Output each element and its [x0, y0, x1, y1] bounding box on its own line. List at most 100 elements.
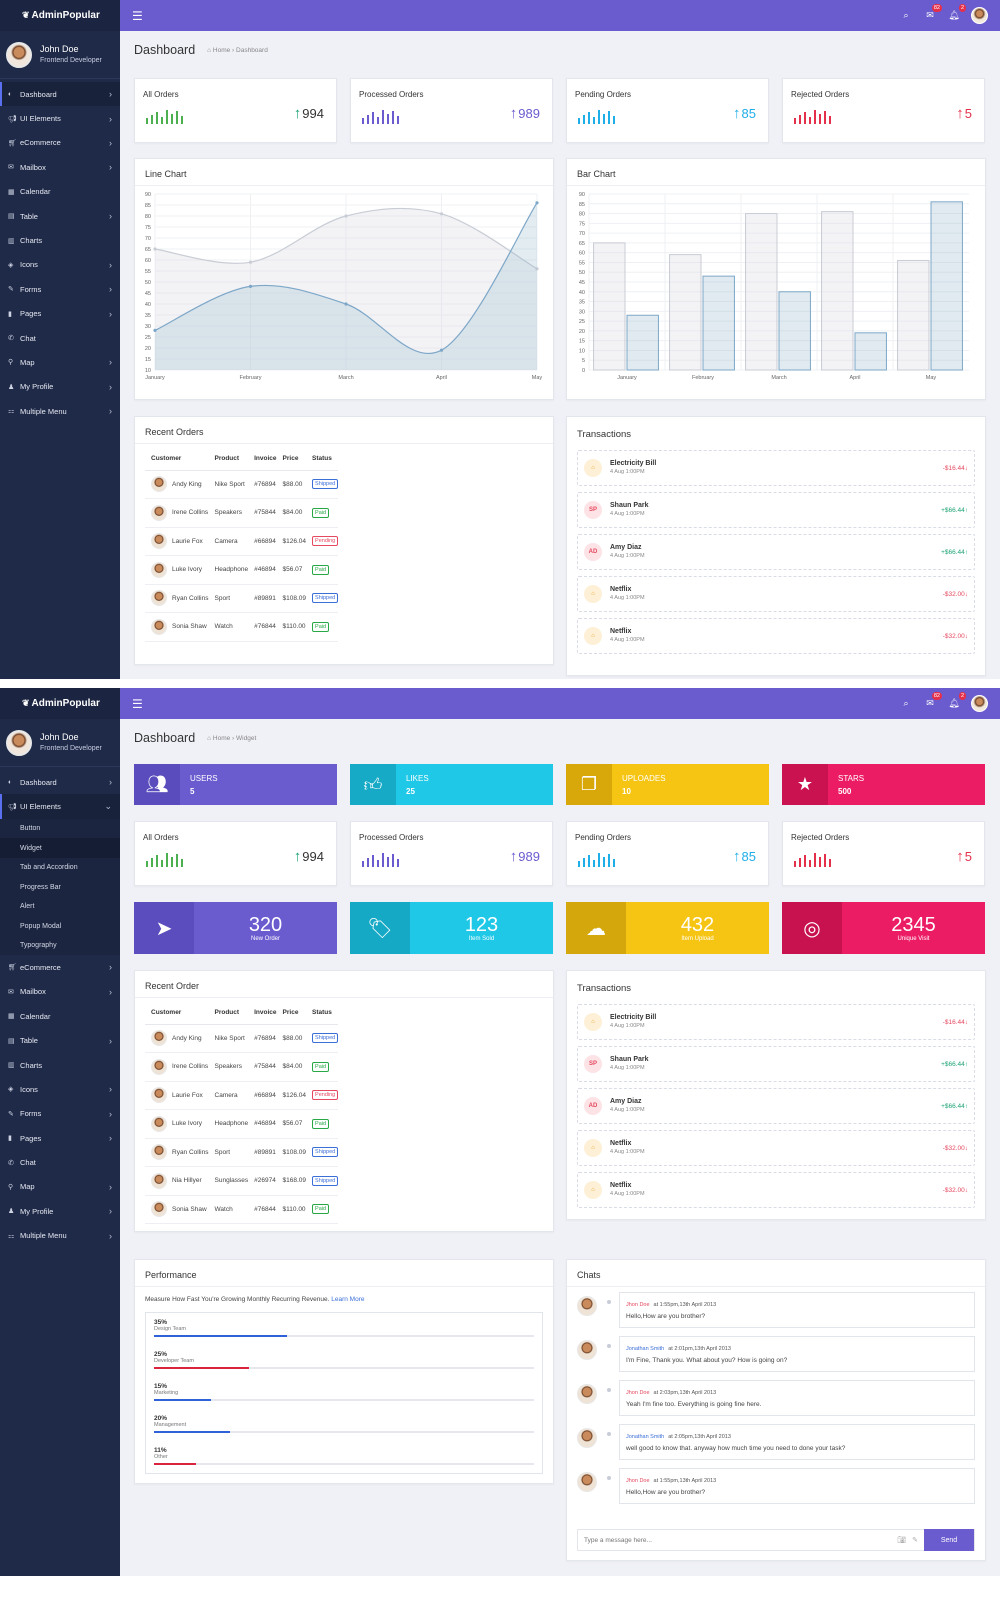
sidebar-item-table[interactable]: ▤ Table ›: [0, 1028, 120, 1052]
chat-author[interactable]: Jhon Doe: [626, 1478, 650, 1484]
user-profile[interactable]: John Doe Frontend Developer: [0, 719, 120, 767]
chat-author[interactable]: Jonathan Smith: [626, 1346, 665, 1352]
sidebar-item-map[interactable]: ⚲ Map ›: [0, 1175, 120, 1199]
sidebar-item-ecommerce[interactable]: 🛒︎ eCommerce ›: [0, 955, 120, 979]
column-header[interactable]: Price: [276, 448, 307, 471]
transaction-item[interactable]: ⌂ Netflix 4 Aug 1:00PM -$32.00↓: [577, 1130, 975, 1166]
sidebar-item-map[interactable]: ⚲ Map ›: [0, 350, 120, 374]
sidebar-item-multiple-menu[interactable]: ⚏ Multiple Menu ›: [0, 1224, 120, 1248]
messages-icon[interactable]: ✉ 82: [926, 4, 942, 20]
sidebar-item-chat[interactable]: ✆ Chat: [0, 1150, 120, 1174]
transaction-item[interactable]: AD Amy Diaz 4 Aug 1:00PM +$66.44↑: [577, 534, 975, 570]
brand-logo[interactable]: ❦ AdminPopular: [0, 688, 120, 719]
user-profile[interactable]: John Doe Frontend Developer: [0, 31, 120, 79]
menu-toggle-icon[interactable]: ☰: [132, 8, 143, 23]
column-header[interactable]: Invoice: [248, 1002, 277, 1025]
table-row[interactable]: Nia Hillyer Sunglasses #26974 $168.09 Shippe…: [145, 1166, 339, 1196]
widget-likes[interactable]: 👍︎ LIKES 25: [350, 764, 553, 805]
sidebar-item-ecommerce[interactable]: 🛒︎ eCommerce ›: [0, 131, 120, 155]
widget-uploades[interactable]: ❐ UPLOADES 10: [566, 764, 769, 805]
transaction-item[interactable]: ⌂ Netflix 4 Aug 1:00PM -$32.00↓: [577, 1172, 975, 1208]
send-button[interactable]: Send: [924, 1529, 974, 1551]
transaction-item[interactable]: SP Shaun Park 4 Aug 1:00PM +$66.44↑: [577, 1046, 975, 1082]
sidebar-item-ui-elements[interactable]: 📢︎ UI Elements ⌄: [0, 794, 120, 819]
big-stat-card[interactable]: ➤ 320 New Order: [134, 902, 337, 954]
table-row[interactable]: Ryan Collins Sport #89891 $108.09 Shipped: [145, 584, 339, 613]
widget-stars[interactable]: ★ STARS 500: [782, 764, 985, 805]
sidebar-item-calendar[interactable]: ▦ Calendar: [0, 1004, 120, 1028]
sidebar-item-progress-bar[interactable]: Progress Bar: [0, 877, 120, 897]
chat-author[interactable]: Jhon Doe: [626, 1302, 650, 1308]
big-stat-card[interactable]: ◎ 2345 Unique Visit: [782, 902, 985, 954]
sidebar-item-forms[interactable]: ✎ Forms ›: [0, 277, 120, 301]
sidebar-item-icons[interactable]: ◈ Icons ›: [0, 1077, 120, 1101]
messages-icon[interactable]: ✉ 82: [926, 692, 942, 708]
sidebar-item-pages[interactable]: ▮ Pages ›: [0, 302, 120, 326]
table-row[interactable]: Irene Collins Speakers #75844 $84.00 Paid: [145, 498, 339, 528]
sidebar-item-charts[interactable]: ▥ Charts: [0, 1053, 120, 1077]
sidebar-item-widget[interactable]: Widget: [0, 838, 120, 858]
brand-logo[interactable]: ❦ AdminPopular: [0, 0, 120, 31]
breadcrumb-home[interactable]: Home: [212, 46, 231, 54]
chat-author[interactable]: Jhon Doe: [626, 1390, 650, 1396]
sidebar-item-ui-elements[interactable]: 📢︎ UI Elements ›: [0, 106, 120, 130]
column-header[interactable]: Price: [276, 1002, 307, 1025]
chat-author[interactable]: Jonathan Smith: [626, 1434, 665, 1440]
search-icon[interactable]: ⌕: [903, 698, 909, 708]
column-header[interactable]: Invoice: [248, 448, 277, 471]
table-row[interactable]: Sonia Shaw Watch #76844 $110.00 Paid: [145, 612, 339, 642]
breadcrumb-home[interactable]: Home: [212, 734, 231, 742]
sidebar-item-my-profile[interactable]: ♟ My Profile ›: [0, 375, 120, 399]
table-row[interactable]: Laurie Fox Camera #66894 $126.04 Pending: [145, 527, 339, 556]
column-header[interactable]: Product: [208, 448, 249, 471]
column-header[interactable]: Status: [306, 1002, 339, 1025]
sidebar-item-table[interactable]: ▤ Table ›: [0, 204, 120, 228]
widget-users[interactable]: 👥︎ USERS 5: [134, 764, 337, 805]
table-row[interactable]: Irene Collins Speakers #75844 $84.00 Paid: [145, 1052, 339, 1082]
sidebar-item-dashboard[interactable]: ◐ Dashboard ›: [0, 82, 120, 107]
transaction-item[interactable]: ⌂ Electricity Bill 4 Aug 1:00PM -$16.44↓: [577, 1004, 975, 1040]
sidebar-item-pages[interactable]: ▮ Pages ›: [0, 1126, 120, 1150]
table-row[interactable]: Laurie Fox Camera #66894 $126.04 Pending: [145, 1081, 339, 1110]
sidebar-item-charts[interactable]: ▥ Charts: [0, 228, 120, 252]
sidebar-item-my-profile[interactable]: ♟ My Profile ›: [0, 1199, 120, 1223]
sidebar-item-chat[interactable]: ✆ Chat: [0, 326, 120, 350]
table-row[interactable]: Sonia Shaw Watch #76844 $110.00 Paid: [145, 1195, 339, 1224]
learn-more-link[interactable]: Learn More: [331, 1296, 365, 1303]
sidebar-item-mailbox[interactable]: ✉ Mailbox ›: [0, 980, 120, 1004]
paperclip-icon[interactable]: ✎: [912, 1537, 918, 1544]
sidebar-item-popup-modal[interactable]: Popup Modal: [0, 916, 120, 936]
sidebar-item-tab-and-accordion[interactable]: Tab and Accordion: [0, 857, 120, 878]
search-icon[interactable]: ⌕: [903, 10, 909, 20]
sidebar-item-icons[interactable]: ◈ Icons ›: [0, 253, 120, 277]
table-row[interactable]: Luke Ivory Headphone #46894 $56.07 Paid: [145, 555, 339, 585]
column-header[interactable]: Customer: [145, 448, 209, 471]
bell-icon[interactable]: 🔔︎ 2: [948, 4, 966, 20]
big-stat-card[interactable]: ☁ 432 Item Upload: [566, 902, 769, 954]
avatar[interactable]: [971, 7, 988, 24]
table-row[interactable]: Luke Ivory Headphone #46894 $56.07 Paid: [145, 1109, 339, 1139]
transaction-item[interactable]: ⌂ Electricity Bill 4 Aug 1:00PM -$16.44↓: [577, 450, 975, 486]
sidebar-item-dashboard[interactable]: ◐ Dashboard ›: [0, 770, 120, 794]
sidebar-item-forms[interactable]: ✎ Forms ›: [0, 1102, 120, 1126]
table-row[interactable]: Ryan Collins Sport #89891 $108.09 Shipped: [145, 1138, 339, 1167]
sidebar-item-calendar[interactable]: ▦ Calendar: [0, 180, 120, 204]
sidebar-item-mailbox[interactable]: ✉ Mailbox ›: [0, 155, 120, 179]
menu-toggle-icon[interactable]: ☰: [132, 696, 143, 711]
transaction-item[interactable]: ⌂ Netflix 4 Aug 1:00PM -$32.00↓: [577, 576, 975, 612]
avatar[interactable]: [971, 695, 988, 712]
sidebar-item-multiple-menu[interactable]: ⚏ Multiple Menu ›: [0, 399, 120, 423]
sidebar-item-typography[interactable]: Typography: [0, 935, 120, 956]
bell-icon[interactable]: 🔔︎ 2: [948, 692, 966, 708]
transaction-item[interactable]: AD Amy Diaz 4 Aug 1:00PM +$66.44↑: [577, 1088, 975, 1124]
chat-message-input[interactable]: [584, 1536, 898, 1544]
sidebar-item-alert[interactable]: Alert: [0, 896, 120, 917]
column-header[interactable]: Status: [306, 448, 339, 471]
table-row[interactable]: Andy King Nike Sport #76894 $88.00 Shipped: [145, 470, 339, 499]
big-stat-card[interactable]: 🏷︎ 123 Item Sold: [350, 902, 553, 954]
column-header[interactable]: Product: [208, 1002, 249, 1025]
table-row[interactable]: Andy King Nike Sport #76894 $88.00 Shipped: [145, 1024, 339, 1053]
transaction-item[interactable]: ⌂ Netflix 4 Aug 1:00PM -$32.00↓: [577, 618, 975, 654]
column-header[interactable]: Customer: [145, 1002, 209, 1025]
transaction-item[interactable]: SP Shaun Park 4 Aug 1:00PM +$66.44↑: [577, 492, 975, 528]
